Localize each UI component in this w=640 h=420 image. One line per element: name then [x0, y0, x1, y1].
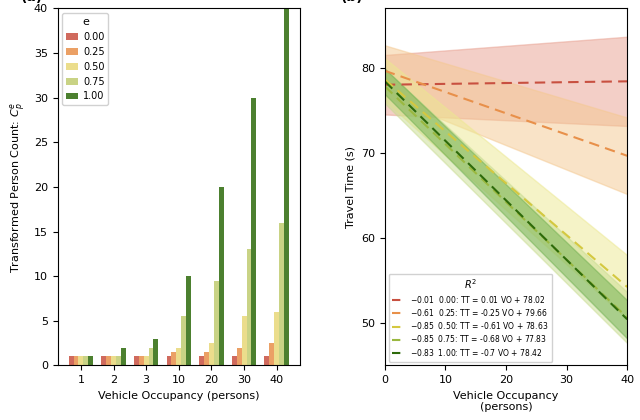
Bar	[166, 357, 172, 365]
Bar	[219, 187, 223, 365]
Bar	[246, 249, 252, 365]
Bar	[199, 357, 204, 365]
X-axis label: Vehicle Occupancy
(persons): Vehicle Occupancy (persons)	[453, 391, 559, 412]
Bar	[275, 312, 279, 365]
Bar	[186, 276, 191, 365]
Bar	[79, 357, 83, 365]
Y-axis label: Transformed Person Count: $C^e_p$: Transformed Person Count: $C^e_p$	[8, 101, 28, 273]
Bar	[106, 357, 111, 365]
Bar	[269, 343, 275, 365]
Text: (b): (b)	[341, 0, 364, 4]
Bar	[209, 343, 214, 365]
Legend: 0.00, 0.25, 0.50, 0.75, 1.00: 0.00, 0.25, 0.50, 0.75, 1.00	[63, 13, 108, 105]
Bar	[279, 223, 284, 365]
Bar	[101, 357, 106, 365]
Bar	[74, 357, 79, 365]
Bar	[139, 357, 144, 365]
Bar	[214, 281, 219, 365]
Bar	[172, 352, 177, 365]
Bar	[237, 348, 242, 365]
Bar	[148, 348, 154, 365]
Bar	[264, 357, 269, 365]
Bar	[252, 98, 257, 365]
Y-axis label: Travel Time (s): Travel Time (s)	[346, 146, 355, 228]
Bar	[68, 357, 74, 365]
Bar	[88, 357, 93, 365]
Bar	[204, 352, 209, 365]
Text: (a): (a)	[21, 0, 44, 4]
Bar	[181, 316, 186, 365]
Bar	[242, 316, 246, 365]
Bar	[177, 348, 181, 365]
X-axis label: Vehicle Occupancy (persons): Vehicle Occupancy (persons)	[98, 391, 260, 401]
Bar	[116, 357, 121, 365]
Bar	[284, 8, 289, 365]
Bar	[111, 357, 116, 365]
Bar	[154, 339, 158, 365]
Bar	[144, 357, 148, 365]
Bar	[83, 357, 88, 365]
Bar	[232, 357, 237, 365]
Bar	[121, 348, 125, 365]
Legend: $\mathit{-0.01}$  0.00: TT = 0.01 VO + 78.02, $\mathit{-0.61}$  0.25: TT = -0.25: $\mathit{-0.01}$ 0.00: TT = 0.01 VO + 78…	[388, 274, 552, 362]
Bar	[134, 357, 139, 365]
